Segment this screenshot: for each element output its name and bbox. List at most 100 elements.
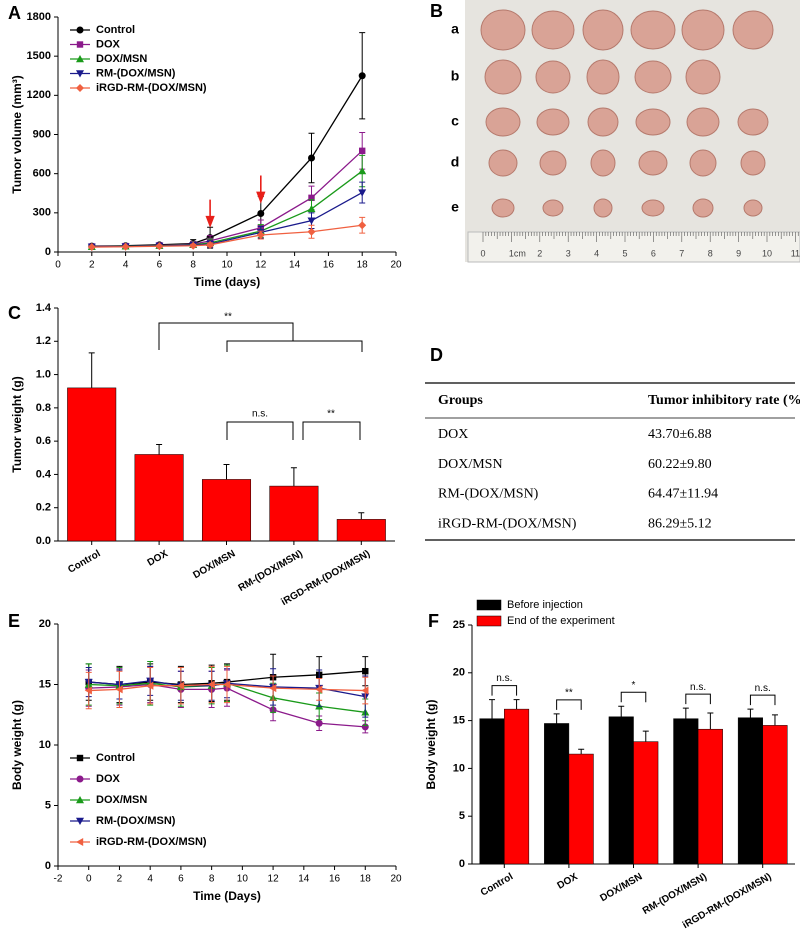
tumor [535,60,571,94]
significance-label: n.s. [690,682,706,693]
y-tick-label: 25 [453,619,465,631]
marker [189,241,198,250]
tumor [536,108,570,136]
y-tick-label: 1.0 [36,368,51,380]
y-tick-label: 600 [33,168,51,180]
y-tick-label: 20 [39,618,51,630]
y-tick-label: 900 [33,128,51,140]
marker [176,681,185,690]
tumor [485,107,521,137]
legend-label: End of the experiment [507,615,615,627]
table-header: Groups [438,393,483,408]
x-tick-label: 12 [255,260,267,271]
error-bar [358,512,365,520]
significance-bracket [302,421,361,440]
row-label: b [451,68,460,84]
x-tick-label: Control [66,548,102,575]
tumor [488,149,518,177]
marker [207,680,215,689]
significance-label: n.s. [252,409,268,420]
significance-label: n.s. [755,683,771,694]
marker [76,775,84,783]
arrow [256,175,266,204]
x-tick-label: RM-(DOX/MSN) [237,548,305,594]
x-tick-label: 14 [298,874,310,885]
marker [76,26,84,34]
significance-label: ** [565,688,573,699]
marker [269,684,277,693]
marker [155,242,164,251]
marker [76,55,84,63]
legend-label: RM-(DOX/MSN) [96,67,176,79]
table-cell: 43.70±6.88 [648,427,712,442]
tumor [634,60,672,94]
x-tick-label: 6 [157,260,163,271]
y-tick-label: 5 [45,799,51,811]
marker [121,242,130,251]
bar [568,753,594,865]
y-tick-label: 1.4 [36,302,52,314]
marker [84,686,92,695]
significance-label: ** [327,409,335,420]
ruler-label: 1cm [509,248,526,258]
x-tick-label: DOX/MSN [191,548,237,581]
legend-swatch [476,615,502,627]
significance-label: ** [224,312,232,323]
x-tick-label: 4 [123,260,129,271]
legend-label: DOX [96,773,121,785]
bar [697,728,723,865]
marker [76,838,84,846]
error-bar [553,713,560,724]
ruler-label: 8 [708,248,713,258]
marker [307,204,316,213]
marker [361,686,369,695]
error-bar [290,467,297,487]
marker [87,243,96,252]
bar [504,708,530,865]
y-tick-label: 15 [39,678,51,690]
x-tick-label: 6 [178,874,184,885]
tumor [480,9,526,51]
legend-label: Before injection [507,599,583,611]
bar [479,718,505,865]
panel-letter: A [8,3,21,23]
y-tick-label: 0.2 [36,502,51,514]
panel-letter: F [428,611,439,631]
marker [315,685,323,694]
legend-label: DOX/MSN [96,53,147,65]
tumor [531,10,575,50]
ruler-label: 3 [566,248,571,258]
row-label: e [451,199,459,215]
x-tick-label: 20 [390,260,402,271]
x-tick-label: -2 [54,874,63,885]
table-cell: RM-(DOX/MSN) [438,487,539,502]
tumor [740,150,766,176]
tumor [593,198,613,218]
y-axis-title: Body weight (g) [10,700,24,790]
ruler-label: 11 [791,248,800,258]
y-tick-label: 0.4 [36,468,52,480]
legend-label: iRGD-RM-(DOX/MSN) [96,836,207,848]
bar [633,741,659,865]
ruler-label: 0 [480,248,485,258]
error-bar [156,443,163,455]
y-tick-label: 1500 [27,50,51,62]
marker [307,227,316,236]
x-tick-label: Control [479,871,515,898]
panel-letter: D [430,345,443,365]
x-tick-label: 18 [360,874,372,885]
marker [115,685,123,694]
error-bar [223,463,230,480]
significance-bracket [158,322,363,352]
marker [76,817,84,825]
bar [673,718,699,865]
series-line [91,150,363,248]
ruler-label: 7 [679,248,684,258]
x-tick-label: 10 [237,874,249,885]
x-tick-label: 20 [390,874,402,885]
panel-letter: E [8,611,20,631]
x-tick-label: 16 [329,874,341,885]
table-cell: iRGD-RM-(DOX/MSN) [438,516,577,531]
significance-bracket [749,694,776,706]
tumor [542,199,564,217]
